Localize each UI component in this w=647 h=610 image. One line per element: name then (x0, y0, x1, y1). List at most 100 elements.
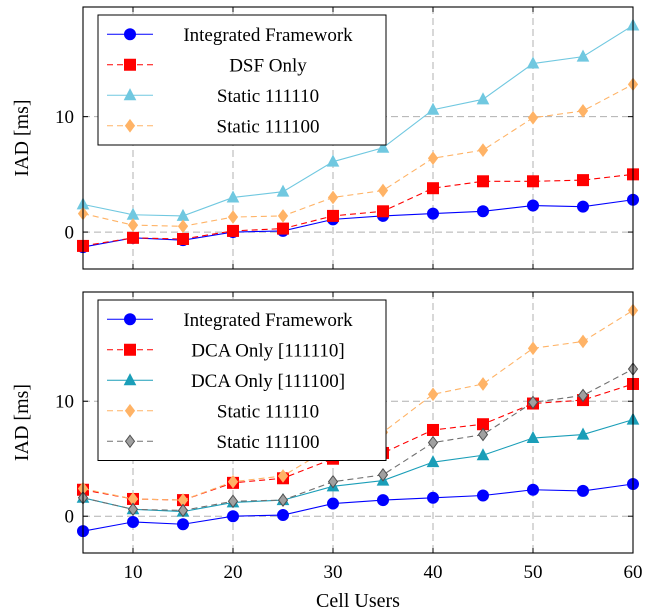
x-tick-label: 40 (424, 562, 443, 583)
data-point (577, 388, 589, 403)
series-1 (77, 193, 639, 254)
plot-frame (82, 291, 634, 554)
y-tick-label: 10 (55, 107, 74, 128)
series-5 (77, 362, 639, 518)
data-point (477, 175, 489, 188)
data-point (377, 494, 389, 507)
data-point (327, 497, 339, 510)
series-line (82, 83, 634, 227)
data-point (577, 174, 589, 187)
legend-marker (124, 403, 136, 418)
legend-entry: DCA Only [111100] (107, 371, 345, 392)
legend-label: Integrated Framework (183, 25, 353, 46)
data-point (577, 334, 589, 349)
series-line (82, 419, 634, 513)
data-point (577, 200, 589, 213)
data-point (527, 110, 539, 125)
panel-1: 0 10 IAD [ms] Integrated Framework DSF Only S… (11, 6, 640, 270)
data-point (326, 154, 340, 167)
data-point (527, 341, 539, 356)
data-point (577, 484, 589, 497)
series-line (82, 25, 634, 217)
x-tick-label: 20 (224, 562, 243, 583)
data-point (426, 455, 440, 468)
plot-frame (82, 6, 634, 270)
data-point (577, 104, 589, 118)
legend-label: Static 111100 (217, 432, 320, 453)
data-point (176, 208, 190, 221)
data-point (427, 423, 439, 436)
legend-entry: Integrated Framework (107, 310, 353, 331)
legend-label: DCA Only [111110] (191, 340, 344, 361)
legend-marker (124, 343, 136, 356)
data-point (327, 190, 339, 205)
data-point (576, 427, 590, 440)
legend-entry: Static 111100 (107, 432, 319, 453)
panel-2: 10 20 30 40 50 60 0 10 IAD [ms] Cell Users Integra… (11, 291, 643, 610)
legend-label: Static 111110 (217, 86, 319, 107)
series-line (82, 173, 634, 247)
legend-label: Integrated Framework (183, 310, 353, 331)
data-point (427, 182, 439, 195)
legend-marker (124, 434, 136, 449)
y-tick-label: 0 (65, 507, 75, 528)
data-point (427, 151, 439, 166)
data-point (477, 143, 489, 157)
data-point (226, 190, 240, 203)
series-line (82, 368, 634, 512)
data-point (427, 491, 439, 504)
y-tick-label: 10 (55, 392, 74, 413)
data-point (477, 377, 489, 391)
legend-marker (124, 28, 136, 41)
legend: Integrated Framework DSF Only Static 11111… (97, 14, 387, 146)
legend-marker (123, 88, 137, 101)
data-point (177, 503, 189, 518)
data-point (377, 205, 389, 218)
data-point (427, 207, 439, 220)
data-point (277, 209, 289, 223)
x-axis-title: Cell Users (316, 590, 400, 610)
data-point (276, 184, 290, 197)
data-point (476, 92, 490, 105)
series-2 (77, 168, 639, 252)
data-point (227, 210, 239, 224)
data-point (477, 427, 489, 442)
data-point (476, 448, 490, 461)
legend-marker (124, 118, 136, 133)
legend-marker (123, 373, 137, 386)
legend-entry: DCA Only [111110] (107, 340, 345, 361)
data-point (227, 474, 239, 489)
series-line (82, 199, 634, 248)
y-axis-title: IAD [ms] (11, 384, 33, 461)
data-point (527, 395, 539, 410)
x-tick-label: 60 (624, 562, 643, 583)
data-point (527, 175, 539, 188)
legend-entry: DSF Only (107, 55, 307, 76)
data-point (277, 469, 289, 483)
y-axis-title: IAD [ms] (11, 99, 33, 176)
data-point (377, 183, 389, 198)
data-point (477, 205, 489, 218)
series-1 (77, 478, 639, 538)
legend-label: Static 111100 (217, 116, 320, 137)
data-point (127, 502, 139, 517)
legend-label: DSF Only (229, 55, 307, 76)
data-point (527, 199, 539, 212)
data-point (277, 493, 289, 507)
data-point (327, 474, 339, 489)
data-point (427, 435, 439, 450)
legend-marker (124, 58, 136, 71)
data-point (177, 518, 189, 531)
data-point (227, 224, 239, 237)
legend-marker (124, 313, 136, 326)
legend-box (97, 14, 387, 146)
data-point (177, 219, 189, 234)
data-point (227, 494, 239, 509)
x-tick-label: 10 (124, 562, 143, 583)
series-line (82, 309, 634, 501)
data-point (526, 430, 540, 444)
legend-label: Static 111110 (217, 401, 319, 422)
data-point (227, 510, 239, 523)
data-point (376, 140, 390, 153)
